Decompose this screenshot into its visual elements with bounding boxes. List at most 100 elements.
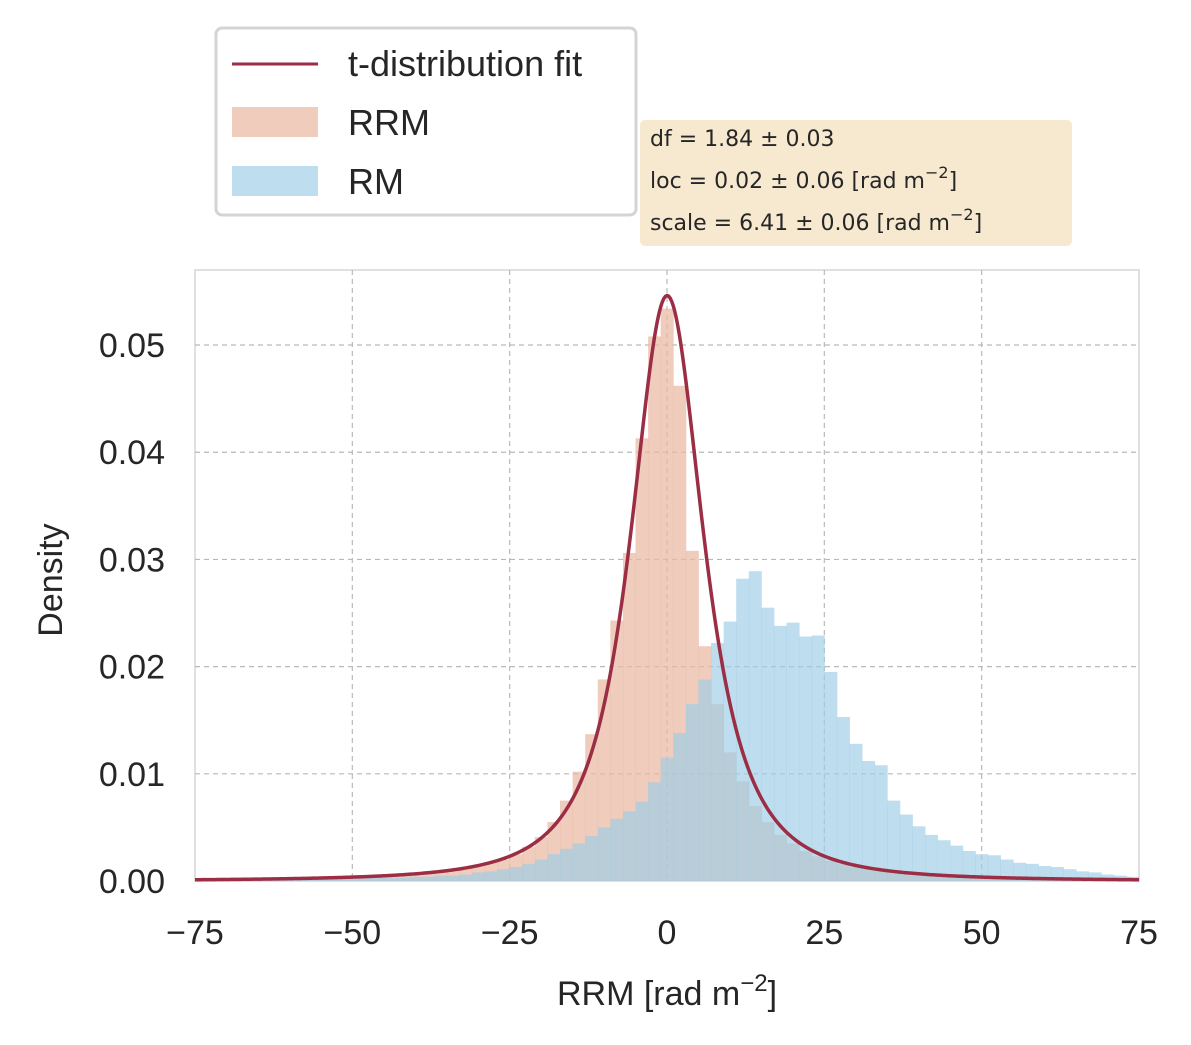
rm-bar [748, 571, 762, 881]
rm-bar [1088, 872, 1102, 881]
rm-bar [320, 878, 334, 881]
rm-bar [396, 877, 410, 881]
rm-bar [421, 876, 435, 881]
rm-bar [1063, 869, 1077, 881]
rm-bar [1076, 871, 1090, 881]
rm-bar [459, 874, 473, 881]
rm-bar [635, 801, 649, 881]
fit-stats-scale-close: ] [974, 211, 983, 236]
x-axis-label-exp: −2 [740, 970, 767, 997]
rm-bar [761, 607, 775, 881]
x-tick-label: −50 [323, 914, 381, 952]
rm-bar [912, 826, 926, 881]
rm-bar [962, 850, 976, 881]
legend-rm-label: RM [348, 161, 404, 202]
rm-bar [1000, 859, 1014, 881]
rm-bar [358, 877, 372, 881]
rm-bar [497, 869, 511, 881]
rm-bar [811, 635, 825, 881]
rm-bar [509, 867, 523, 881]
fit-stats-loc: loc = 0.02 ± 0.06 [rad m−2] [650, 163, 957, 194]
rm-bar [824, 671, 838, 881]
rm-bar [585, 835, 599, 881]
x-tick-label: −75 [166, 914, 224, 952]
rm-bar [673, 733, 687, 881]
x-axis-label: RRM [rad m−2] [557, 970, 777, 1013]
rm-bar [736, 578, 750, 881]
rm-bar [572, 843, 586, 881]
rm-bar [874, 765, 888, 881]
legend-rm-swatch [232, 166, 318, 196]
fit-stats-df: df = 1.84 ± 0.03 [650, 127, 835, 152]
rm-bar [308, 878, 322, 881]
rrm-bar [396, 874, 410, 881]
rm-bar [610, 818, 624, 881]
y-tick-label: 0.01 [99, 756, 165, 794]
x-tick-label: −25 [481, 914, 539, 952]
rm-bar [434, 875, 448, 881]
rm-bar [685, 704, 699, 881]
rm-bar [371, 877, 385, 881]
rm-bar [849, 743, 863, 881]
y-tick-label: 0.00 [99, 863, 165, 901]
y-tick-label: 0.05 [99, 327, 165, 365]
y-axis-label: Density [32, 523, 70, 636]
rm-bar [471, 872, 485, 881]
rrm-bar [622, 552, 636, 881]
fit-stats-box: df = 1.84 ± 0.03 loc = 0.02 ± 0.06 [rad … [640, 120, 1072, 246]
rm-bar [937, 840, 951, 881]
rm-bar [408, 876, 422, 881]
rrm-bar [635, 438, 649, 881]
rm-bar [887, 800, 901, 881]
y-tick-label: 0.02 [99, 649, 165, 687]
t-distribution-fit-line [194, 293, 1140, 882]
rm-bar [484, 871, 498, 881]
x-axis-label-text: RRM [rad m [557, 975, 740, 1013]
legend-rrm-swatch [232, 107, 318, 137]
fit-stats-scale-text: scale = 6.41 ± 0.06 [rad m [650, 211, 950, 236]
rm-bar [648, 782, 662, 881]
rm-bar [773, 625, 787, 881]
rm-bar [597, 827, 611, 881]
rm-bar [836, 716, 850, 881]
rm-bar [547, 854, 561, 881]
rm-bar [987, 855, 1001, 881]
rm-bar [711, 643, 725, 881]
fit-stats-background [640, 120, 1072, 246]
rm-bar [975, 854, 989, 881]
legend-frame [214, 26, 638, 217]
rm-bar [698, 679, 712, 881]
y-axis-ticks: 0.00 0.01 0.02 0.03 0.04 0.05 [99, 327, 165, 901]
fit-stats-scale: scale = 6.41 ± 0.06 [rad m−2] [650, 205, 982, 236]
x-tick-label: 50 [963, 914, 1001, 952]
x-tick-label: 25 [805, 914, 843, 952]
x-axis-label-close: ] [768, 975, 777, 1013]
legend-fit-label: t-distribution fit [348, 43, 582, 84]
rrm-bar [610, 620, 624, 881]
rm-bar [723, 621, 737, 881]
rm-bar [534, 859, 548, 881]
fit-stats-loc-close: ] [949, 169, 958, 194]
rm-bar [446, 875, 460, 881]
rm-bar [333, 878, 347, 881]
legend-rrm-label: RRM [348, 102, 430, 143]
x-tick-label: 75 [1120, 914, 1158, 952]
rm-bar [950, 845, 964, 881]
legend: t-distribution fit RRM RM [214, 26, 638, 217]
rm-bar [560, 848, 573, 881]
fit-stats-loc-exp: −2 [925, 163, 949, 182]
rm-bar [899, 814, 913, 881]
fit-stats-loc-text: loc = 0.02 ± 0.06 [rad m [650, 169, 925, 194]
x-tick-label: 0 [658, 914, 677, 952]
y-tick-label: 0.04 [99, 434, 165, 472]
rm-bar [925, 834, 939, 881]
rm-bar [383, 877, 397, 881]
rrm-bar [648, 336, 662, 881]
rm-bar [346, 877, 360, 881]
rm-bar [522, 863, 536, 881]
rm-bar [622, 811, 636, 881]
rm-bar [862, 760, 876, 881]
fit-stats-scale-exp: −2 [950, 205, 974, 224]
rrm-bar [660, 308, 674, 881]
